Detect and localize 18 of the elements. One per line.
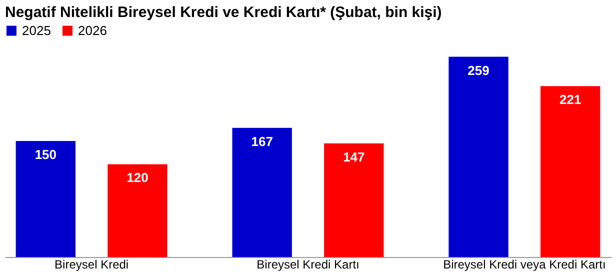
legend-label: 2025 (22, 22, 51, 38)
data-label: 150 (34, 147, 57, 162)
bar (108, 164, 168, 257)
bar (324, 143, 384, 257)
bar (448, 56, 508, 257)
data-label: 120 (126, 170, 148, 186)
bar (540, 86, 600, 257)
data-label: 259 (468, 62, 490, 78)
bar (232, 128, 292, 257)
data-label: 167 (251, 134, 273, 149)
data-label: 221 (559, 92, 582, 108)
x-tick-label: Bireysel Kredi veya Kredi Kartı (443, 258, 606, 272)
chart-title: Negatif Nitelikli Bireysel Kredi ve Kredi Kartı* (Şubat, bin kişi) (5, 4, 442, 21)
bar (16, 141, 76, 257)
legend-label: 2026 (78, 22, 107, 38)
x-tick-label: Bireysel Kredi (54, 258, 129, 272)
data-label: 147 (343, 149, 365, 164)
x-tick-label: Bireysel Kredi Kartı (256, 258, 360, 272)
